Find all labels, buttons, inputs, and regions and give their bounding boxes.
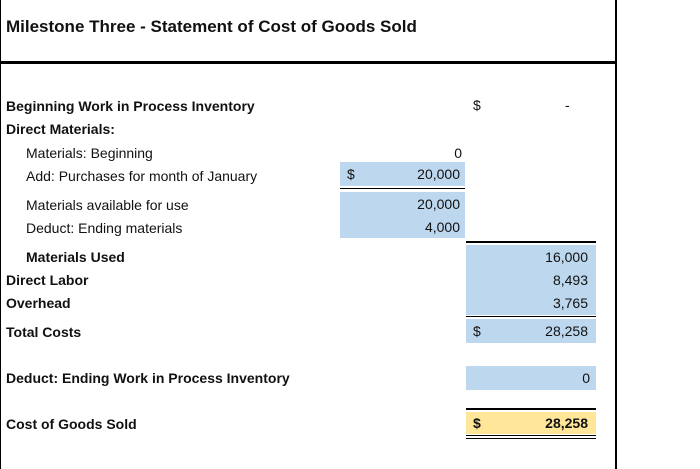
materials-used-label: Materials Used [26, 249, 125, 265]
total-costs-currency: $ [473, 323, 481, 339]
total-costs-cell[interactable] [466, 319, 596, 343]
total-costs-rule [466, 316, 596, 317]
ending-materials-label: Deduct: Ending materials [26, 220, 183, 236]
subtotal-rule [340, 188, 465, 189]
ending-wip-value: 0 [582, 370, 590, 386]
materials-beginning-label: Materials: Beginning [26, 145, 153, 161]
materials-labor-overhead-cells[interactable] [466, 245, 596, 315]
direct-labor-label: Direct Labor [6, 272, 89, 288]
cogs-double-rule-1 [466, 435, 596, 436]
purchases-currency: $ [347, 166, 355, 182]
ending-wip-cell[interactable] [466, 366, 596, 390]
title-divider [0, 61, 617, 64]
cogs-value: 28,258 [545, 415, 588, 431]
cogs-top-rule [466, 408, 596, 410]
beginning-wip-value[interactable]: - [565, 97, 570, 113]
overhead-label: Overhead [6, 295, 71, 311]
ending-materials-value: 4,000 [424, 219, 460, 235]
materials-available-cell[interactable] [340, 192, 465, 238]
total-costs-value: 28,258 [545, 323, 588, 339]
materials-beginning-value[interactable]: 0 [454, 145, 462, 161]
sheet-left-border [0, 0, 1, 469]
purchases-value: 20,000 [417, 166, 460, 182]
beginning-wip-label: Beginning Work in Process Inventory [6, 98, 255, 114]
materials-available-label: Materials available for use [26, 197, 189, 213]
statement-title: Milestone Three - Statement of Cost of G… [6, 17, 417, 36]
purchases-label: Add: Purchases for month of January [26, 168, 258, 184]
materials-used-rule [466, 241, 596, 243]
beginning-wip-currency: $ [473, 97, 481, 113]
materials-used-value: 16,000 [545, 249, 588, 265]
cogs-cell[interactable] [466, 412, 596, 434]
direct-labor-value: 8,493 [552, 272, 588, 288]
ending-wip-label: Deduct: Ending Work in Process Inventory [6, 370, 290, 386]
cogs-label: Cost of Goods Sold [6, 416, 137, 432]
cogs-double-rule-2 [466, 438, 596, 439]
overhead-value: 3,765 [552, 295, 588, 311]
cogs-currency: $ [473, 415, 481, 431]
direct-materials-label: Direct Materials: [6, 121, 115, 137]
sheet-right-border [615, 0, 617, 469]
purchases-cell[interactable] [340, 162, 465, 186]
total-costs-label: Total Costs [6, 324, 82, 340]
materials-available-value: 20,000 [417, 196, 460, 212]
